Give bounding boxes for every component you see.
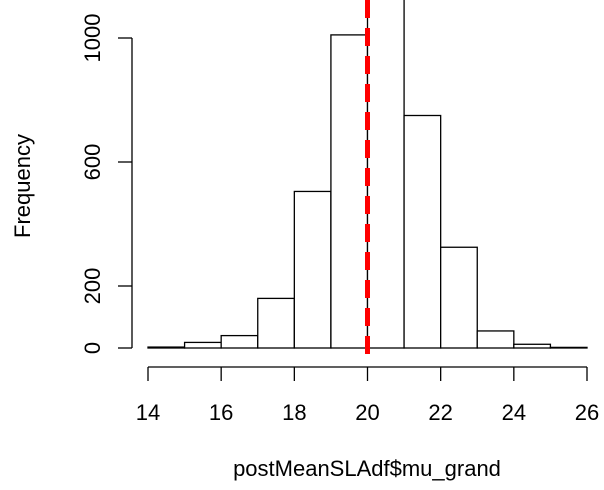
x-tick-label: 16 (209, 400, 233, 425)
histogram-bar-3 (257, 297, 295, 349)
x-tick-label: 26 (575, 400, 599, 425)
x-axis: 14 16 18 20 22 24 26 (136, 366, 599, 425)
histogram-bar-10 (513, 343, 552, 349)
histogram-bar-8 (440, 246, 478, 349)
x-tick-label: 18 (282, 400, 306, 425)
y-axis-label: Frequency (10, 134, 35, 238)
y-tick-label: 1000 (80, 14, 105, 63)
x-axis-label: postMeanSLAdf$mu_grand (233, 456, 501, 481)
x-tick-label: 24 (502, 400, 526, 425)
x-tick-label: 20 (355, 400, 379, 425)
histogram-bar-7 (403, 114, 442, 349)
histogram-bar-9 (476, 330, 515, 349)
y-tick-label: 200 (80, 268, 105, 305)
histogram-bar-4 (293, 190, 332, 349)
bars-group (147, 0, 588, 349)
x-tick-label: 22 (428, 400, 452, 425)
histogram-bar-0 (147, 346, 186, 349)
y-tick-label: 0 (80, 342, 105, 354)
histogram-bar-1 (183, 341, 222, 349)
y-axis: 0 200 600 1000 (80, 14, 133, 354)
y-tick-label: 600 (80, 144, 105, 181)
histogram-bar-2 (220, 334, 259, 349)
x-tick-label: 14 (136, 400, 160, 425)
histogram-bar-6 (366, 0, 405, 349)
histogram-bar-5 (330, 34, 369, 349)
histogram-bar-11 (549, 346, 588, 349)
